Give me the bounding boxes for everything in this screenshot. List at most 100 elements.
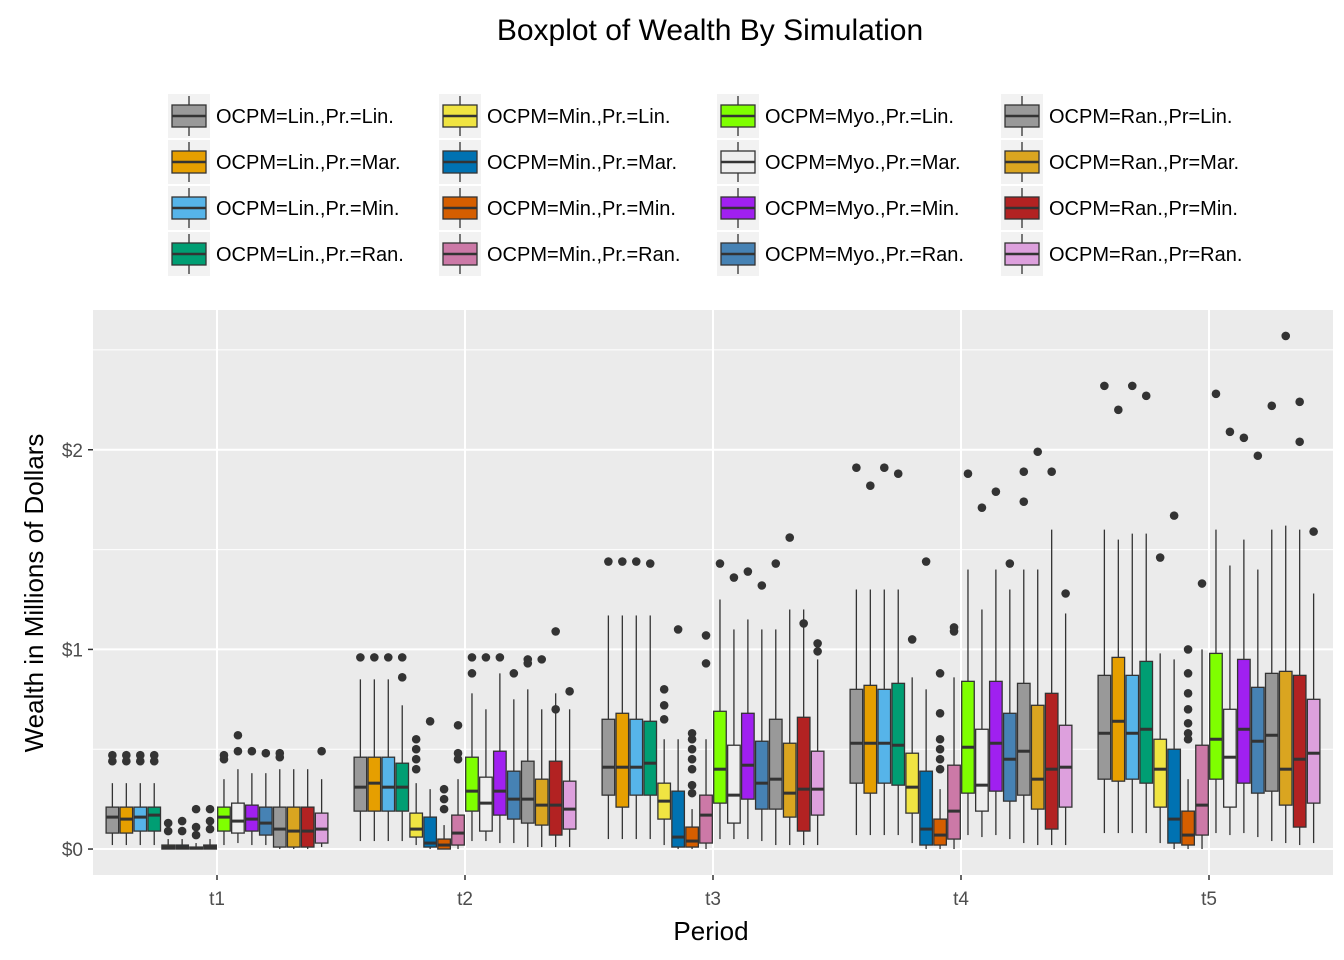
legend-label: OCPM=Min.,Pr.=Min.	[487, 198, 676, 220]
box	[367, 653, 382, 842]
box-body	[492, 750, 507, 816]
box-body	[147, 806, 162, 832]
box	[451, 720, 465, 850]
outlier-point	[645, 559, 655, 568]
box-body	[105, 806, 120, 834]
box-body	[726, 744, 741, 824]
legend-label: OCPM=Myo.,Pr.=Lin.	[765, 106, 954, 128]
box-body	[465, 756, 479, 812]
box	[1292, 397, 1307, 846]
outlier-point	[715, 559, 725, 568]
outlier-point	[1183, 704, 1193, 714]
box-body	[286, 806, 301, 848]
outlier-point	[439, 794, 449, 804]
legend-item: OCPM=Lin.,Pr.=Lin.	[168, 94, 394, 138]
outlier-point	[191, 822, 201, 832]
box-body	[974, 728, 989, 812]
outlier-point	[631, 557, 641, 566]
box	[478, 653, 493, 842]
box-body	[796, 716, 811, 832]
outlier-point	[687, 788, 697, 798]
legend-label: OCPM=Ran.,Pr=Ran.	[1049, 244, 1242, 266]
box-body	[1153, 738, 1168, 808]
box-body	[506, 770, 521, 820]
box-body	[1111, 656, 1126, 782]
outlier-point	[551, 627, 560, 636]
outlier-point	[565, 687, 574, 696]
box	[1250, 451, 1265, 838]
box	[1058, 589, 1073, 846]
outlier-point	[1005, 559, 1015, 568]
box	[1167, 511, 1182, 850]
box-body	[863, 684, 878, 794]
outlier-point	[411, 764, 421, 774]
box	[175, 816, 190, 850]
outlier-point	[935, 764, 945, 774]
box	[534, 655, 549, 848]
box	[988, 487, 1003, 836]
outlier-point	[453, 720, 463, 730]
box	[1264, 401, 1279, 842]
box	[1209, 389, 1223, 834]
box	[1016, 467, 1031, 844]
outlier-point	[687, 780, 697, 790]
outlier-point	[673, 625, 683, 634]
y-tick-label: $1	[62, 640, 83, 661]
box	[548, 627, 563, 848]
outlier-point	[275, 748, 285, 758]
box-body	[1195, 744, 1209, 836]
outlier-point	[411, 734, 421, 744]
box-body	[699, 794, 713, 844]
outlier-point	[205, 824, 215, 834]
x-axis: t1 t2 t3 t4 t5	[209, 875, 1217, 910]
outlier-point	[149, 750, 159, 760]
outlier-point	[977, 503, 987, 512]
box-body	[272, 806, 287, 848]
box	[506, 669, 521, 844]
box	[203, 804, 217, 850]
outlier-point	[1267, 401, 1277, 411]
box-body	[1030, 704, 1045, 810]
box-body	[877, 688, 892, 784]
x-tick-label: t3	[705, 889, 721, 910]
box	[768, 559, 783, 846]
box-body	[988, 680, 1003, 792]
outlier-point	[963, 469, 973, 479]
outlier-point	[467, 653, 477, 662]
outlier-point	[604, 557, 613, 566]
box	[520, 655, 535, 848]
box-body	[1236, 658, 1251, 784]
box	[244, 746, 259, 846]
legend-label: OCPM=Ran.,Pr=Mar.	[1049, 152, 1239, 174]
box	[437, 784, 452, 850]
box	[863, 481, 878, 836]
box	[465, 653, 479, 842]
box-body	[548, 760, 563, 836]
outlier-point	[949, 623, 959, 632]
legend-label: OCPM=Lin.,Pr.=Lin.	[216, 106, 394, 128]
box-body	[947, 764, 961, 840]
outlier-point	[108, 750, 117, 760]
box	[1030, 447, 1045, 846]
box	[1002, 559, 1017, 840]
box-body	[133, 806, 148, 832]
outlier-point	[687, 728, 697, 738]
outlier-point	[122, 750, 131, 760]
box	[395, 653, 410, 842]
outlier-point	[551, 704, 560, 714]
outlier-point	[219, 750, 229, 760]
box-body	[1209, 652, 1223, 780]
outlier-point	[701, 659, 711, 668]
box-body	[601, 718, 616, 796]
outlier-point	[1281, 331, 1291, 341]
outlier-point	[233, 746, 243, 756]
box-body	[782, 742, 797, 818]
outlier-point	[509, 669, 519, 678]
box	[217, 750, 231, 846]
outlier-point	[439, 784, 449, 794]
outlier-point	[771, 559, 781, 568]
outlier-point	[618, 557, 627, 566]
outlier-point	[261, 748, 271, 758]
outlier-point	[1183, 734, 1193, 744]
outlier-point	[411, 744, 421, 754]
